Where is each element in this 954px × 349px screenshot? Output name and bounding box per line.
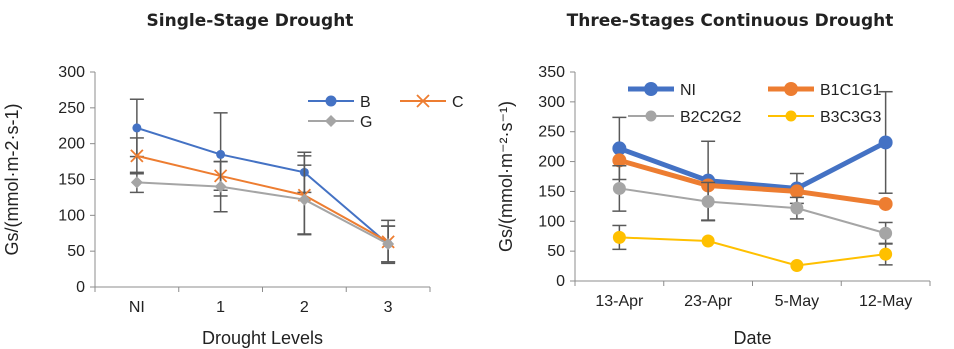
chart1-legend-marker <box>325 115 337 127</box>
chart2-legend-label: B1C1G1 <box>820 82 881 99</box>
chart2-y-tick-label: 250 <box>538 124 565 141</box>
chart1-legend-label: C <box>452 94 464 111</box>
chart1-series-line <box>136 126 389 245</box>
chart1-legend-marker <box>416 94 430 108</box>
chart2-legend-marker <box>644 82 658 96</box>
chart2-data-point <box>701 195 715 209</box>
chart2-series-line <box>619 187 886 235</box>
chart2-data-point <box>878 196 893 211</box>
chart1-y-tick-label: 100 <box>58 207 85 224</box>
chart2-y-tick-label: 200 <box>538 154 565 171</box>
chart2-x-tick-label: 5-May <box>775 293 819 310</box>
chart1-legend-label: G <box>360 114 372 131</box>
chart1-series-line <box>136 181 389 245</box>
chart2-x-tick-label: 23-Apr <box>684 293 733 310</box>
chart2-series-line <box>619 236 886 267</box>
chart2-data-point <box>612 181 626 195</box>
chart2-x-tick-label: 13-Apr <box>595 293 644 310</box>
chart2-y-axis-label: Gs/(mmol·m⁻²·s⁻¹) <box>496 101 516 252</box>
chart1-data-point <box>214 180 227 193</box>
chart2-x-axis-label: Date <box>733 328 771 348</box>
chart1-y-tick-label: 0 <box>76 279 85 296</box>
chart2-y-tick-label: 150 <box>538 183 565 200</box>
chart1-data-point <box>132 123 142 133</box>
chart2-data-point <box>879 247 893 261</box>
chart1-data-point <box>130 149 144 163</box>
chart2-series-line <box>618 157 886 207</box>
chart2-y-tick-label: 300 <box>538 94 565 111</box>
chart1-data-point <box>382 238 395 250</box>
chart2-data-point <box>879 226 893 240</box>
chart2-y-tick-label: 0 <box>556 273 565 290</box>
chart2-data-point <box>701 234 715 248</box>
chart2-data-point <box>612 153 627 168</box>
chart2-data-point <box>612 230 626 244</box>
chart1-x-axis-label: Drought Levels <box>202 328 323 348</box>
chart1-x-tick-label: 2 <box>300 299 309 316</box>
chart2-data-point <box>878 135 893 150</box>
chart2-x-tick-label: 12-May <box>859 293 912 310</box>
chart1-series-line <box>136 154 389 243</box>
chart2-legend-label: B2C2G2 <box>680 109 741 126</box>
chart1-y-tick-label: 150 <box>58 172 85 189</box>
chart1-legend-label: B <box>360 94 371 111</box>
chart1-data-point <box>130 176 143 189</box>
chart2-data-point <box>789 184 804 199</box>
chart1-y-tick-label: 200 <box>58 136 85 153</box>
chart2-legend-label: B3C3G3 <box>820 109 881 126</box>
chart2-data-point <box>790 258 804 272</box>
chart2-series-line <box>618 140 887 191</box>
chart1-data-point <box>298 193 311 206</box>
chart1-x-tick-label: 3 <box>384 299 393 316</box>
chart2-legend-marker <box>785 110 797 122</box>
chart1-y-tick-label: 250 <box>58 100 85 117</box>
chart2-y-tick-label: 100 <box>538 213 565 230</box>
chart2-y-tick-label: 350 <box>538 64 565 81</box>
chart1-legend-marker <box>325 95 337 107</box>
chart1-y-tick-label: 50 <box>67 243 85 260</box>
chart1-x-tick-label: 1 <box>216 299 225 316</box>
chart2-legend-marker <box>784 82 798 96</box>
chart2-y-tick-label: 50 <box>547 243 565 260</box>
chart2-data-point <box>612 141 627 156</box>
chart1-data-point <box>216 149 226 159</box>
chart1-y-axis-label: Gs/(mmol·m-2·s-1) <box>2 104 22 256</box>
chart1-x-tick-label: NI <box>129 299 145 316</box>
chart1-y-tick-label: 300 <box>58 64 85 81</box>
chart1-title: Single-Stage Drought <box>147 11 354 31</box>
chart2-title: Three-Stages Continuous Drought <box>567 11 894 31</box>
chart2-legend-marker <box>645 110 657 122</box>
chart2-legend-label: NI <box>680 82 696 99</box>
chart2-data-point <box>790 201 804 215</box>
